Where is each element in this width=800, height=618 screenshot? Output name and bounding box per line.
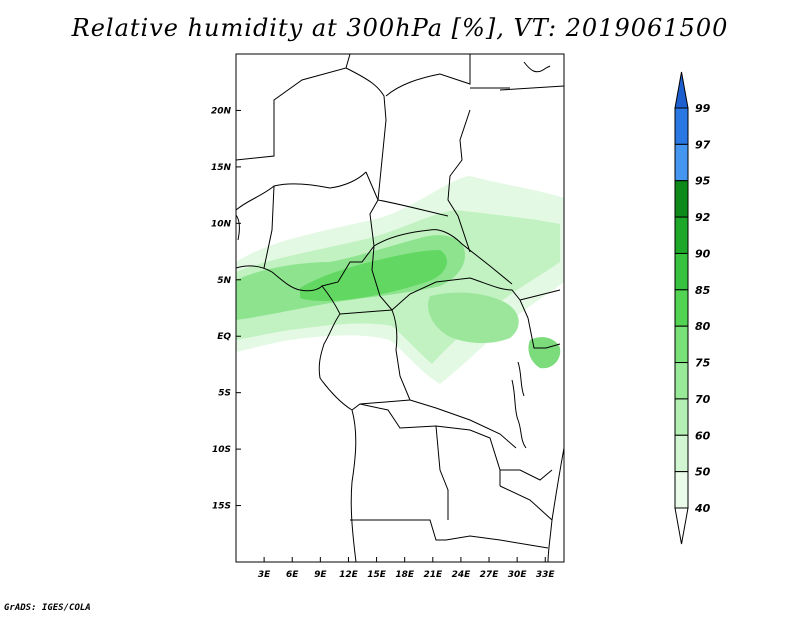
colorbar-label: 90 (695, 247, 711, 260)
colorbar-label: 85 (695, 284, 711, 297)
colorbar-segment (674, 216, 689, 254)
lat-tick-label: EQ (217, 332, 231, 342)
colorbar-top-arrow (674, 71, 689, 109)
colorbar-label: 75 (695, 357, 711, 370)
colorbar-label: 60 (695, 429, 711, 442)
colorbar-bottom-arrow (674, 507, 689, 545)
lon-tick-label: 21E (423, 570, 443, 580)
lon-tick-label: 30E (508, 570, 528, 580)
latitude-axis: 20N 15N 10N 5N EQ 5S 10S 15S (211, 106, 241, 512)
lat-tick-label: 10S (212, 445, 231, 455)
humidity-patch-lakes (528, 337, 561, 369)
humidity-shading (236, 176, 564, 384)
colorbar: 99 97 95 92 90 85 80 75 70 60 50 40 (674, 71, 711, 545)
lon-tick-label: 3E (258, 570, 271, 580)
map-frame (235, 53, 565, 563)
east-coastline (547, 447, 564, 562)
colorbar-label: 95 (695, 175, 711, 188)
humidity-patch-east (428, 292, 519, 344)
colorbar-segment (674, 471, 689, 509)
colorbar-label: 50 (695, 466, 711, 479)
colorbar-segment (674, 252, 689, 291)
lon-tick-label: 27E (480, 570, 500, 580)
colorbar-segment (674, 325, 689, 364)
lon-tick-label: 15E (367, 570, 387, 580)
colorbar-segment (674, 434, 689, 473)
colorbar-label: 92 (695, 211, 711, 224)
lat-tick-label: 5N (217, 276, 231, 286)
lon-tick-label: 24E (452, 570, 472, 580)
map-title: Relative humidity at 300hPa [%], VT: 201… (71, 14, 729, 42)
lat-tick-label: 15S (212, 502, 231, 512)
lat-tick-label: 10N (211, 219, 232, 229)
west-coastline (236, 265, 357, 562)
colorbar-segment (674, 180, 689, 218)
lon-tick-label: 33E (536, 570, 556, 580)
lon-tick-label: 18E (395, 570, 415, 580)
colorbar-label: 97 (695, 138, 711, 151)
colorbar-segment (674, 289, 689, 327)
colorbar-label: 80 (695, 320, 711, 333)
colorbar-segment (674, 362, 689, 400)
longitude-axis: 3E 6E 9E 12E 15E 18E 21E 24E 27E 30E 33E (258, 557, 556, 580)
colorbar-label: 70 (695, 393, 711, 406)
lon-tick-label: 6E (286, 570, 299, 580)
lon-tick-label: 12E (339, 570, 359, 580)
lat-tick-label: 5S (218, 389, 231, 399)
lat-tick-label: 20N (211, 106, 232, 116)
colorbar-label: 99 (695, 102, 711, 115)
colorbar-label: 40 (694, 502, 711, 515)
grads-credit: GrADS: IGES/COLA (4, 603, 91, 613)
colorbar-segment (674, 107, 689, 145)
lat-tick-label: 15N (211, 163, 232, 173)
lon-tick-label: 9E (314, 570, 327, 580)
country-borders (236, 54, 564, 562)
colorbar-segment (674, 143, 689, 182)
colorbar-segment (674, 398, 689, 436)
